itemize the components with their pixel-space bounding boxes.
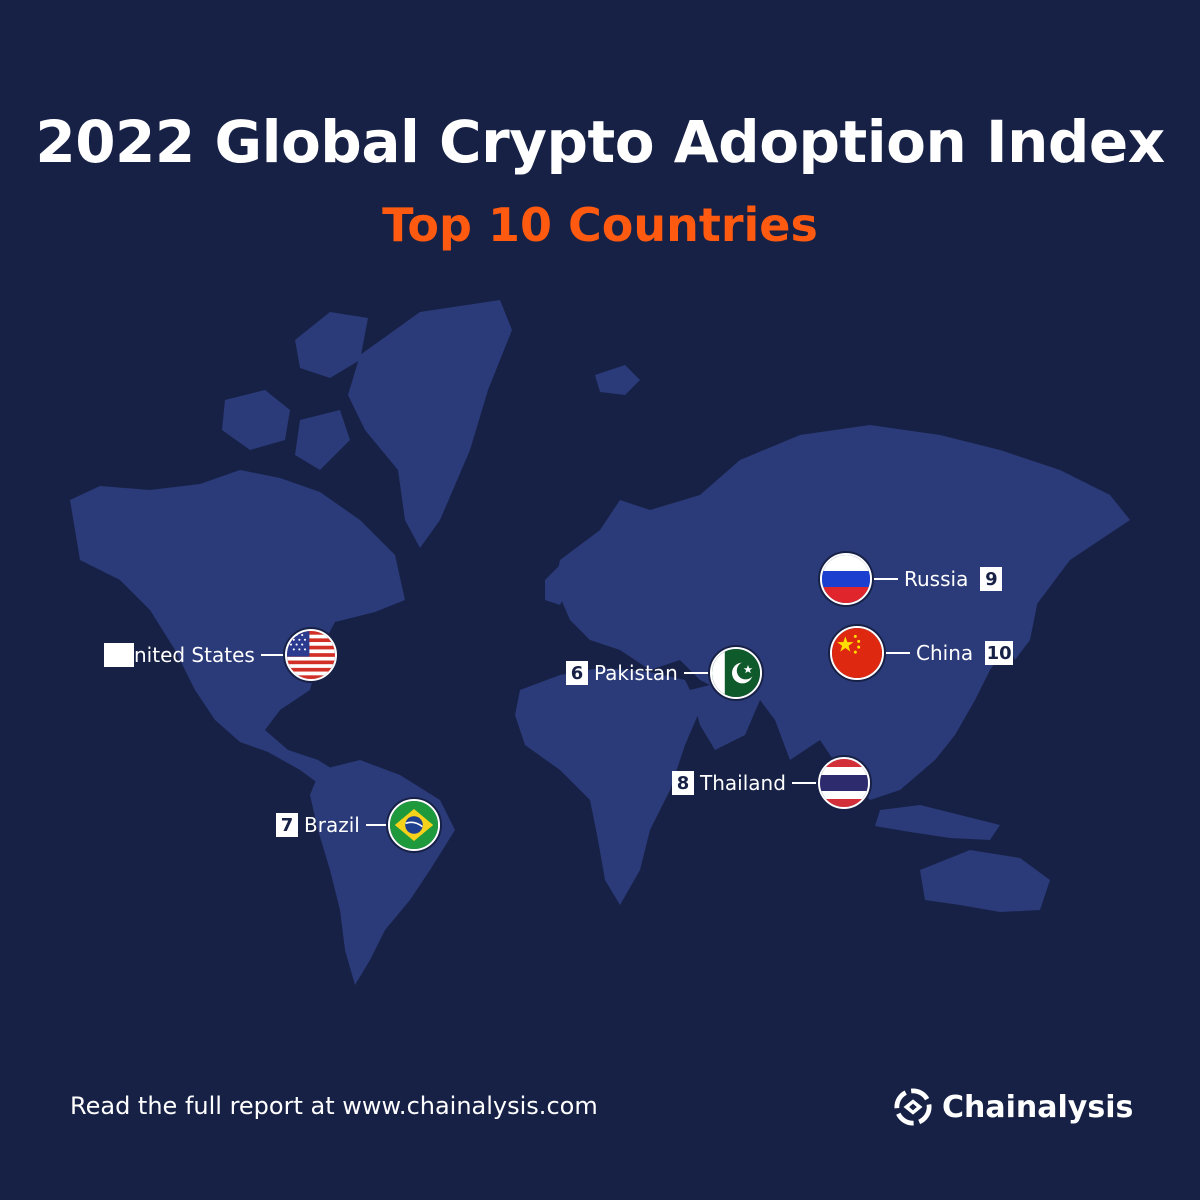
iceland-landmass bbox=[595, 365, 640, 395]
japan-landmass bbox=[1005, 585, 1038, 660]
africa-landmass bbox=[515, 668, 700, 905]
marker-pakistan[interactable]: 6 Pakistan bbox=[566, 647, 762, 699]
thailand-flag-icon bbox=[817, 757, 870, 809]
country-label: Thailand bbox=[700, 771, 786, 795]
greenland-landmass bbox=[348, 300, 512, 548]
footer-report-link[interactable]: Read the full report at www.chainalysis.… bbox=[70, 1092, 598, 1120]
page-title: 2022 Global Crypto Adoption Index bbox=[35, 108, 1165, 176]
country-label: Pakistan bbox=[594, 661, 678, 685]
britain-landmass bbox=[545, 565, 570, 605]
marker-thailand[interactable]: 8 Thailand bbox=[672, 757, 870, 809]
connector-line bbox=[872, 578, 898, 580]
country-label: China bbox=[916, 641, 974, 665]
china-flag-icon bbox=[830, 626, 884, 680]
page-subtitle: Top 10 Countries bbox=[382, 198, 818, 252]
rank-badge: 6 bbox=[566, 661, 588, 685]
connector-line bbox=[683, 672, 710, 674]
australia-landmass bbox=[920, 850, 1050, 912]
marker-brazil[interactable]: 7 Brazil bbox=[276, 799, 440, 851]
rank-badge: 8 bbox=[672, 771, 694, 795]
connector-line bbox=[884, 652, 910, 654]
north-america-landmass bbox=[70, 470, 405, 800]
indonesia-landmass bbox=[875, 805, 1000, 840]
rank-badge: 9 bbox=[980, 567, 1003, 591]
arctic-islands-landmass bbox=[222, 390, 290, 450]
connector-line bbox=[365, 824, 388, 826]
connector-line bbox=[260, 654, 285, 656]
marker-united-states[interactable]: nited States bbox=[104, 629, 337, 681]
country-label: Brazil bbox=[304, 813, 360, 837]
brazil-flag-icon bbox=[387, 799, 440, 851]
connector-line bbox=[791, 782, 818, 784]
country-label: nited States bbox=[134, 643, 255, 667]
rank-badge: 7 bbox=[276, 813, 298, 837]
arctic-islands-landmass bbox=[295, 312, 368, 378]
eurasia-landmass bbox=[555, 425, 1130, 800]
russia-flag-icon bbox=[820, 553, 872, 605]
rank-badge: 10 bbox=[985, 641, 1014, 665]
brand-logo: Chainalysis bbox=[894, 1088, 1133, 1126]
pakistan-flag-icon bbox=[709, 647, 762, 699]
brand-name: Chainalysis bbox=[942, 1089, 1134, 1125]
us-flag-icon bbox=[284, 629, 337, 681]
arctic-islands-landmass bbox=[295, 410, 350, 470]
marker-russia[interactable]: Russia 9 bbox=[820, 553, 1003, 605]
south-america-landmass bbox=[310, 760, 455, 985]
country-label: Russia bbox=[904, 567, 969, 591]
chainalysis-logo-icon bbox=[894, 1088, 932, 1126]
rank-badge bbox=[104, 643, 134, 667]
marker-china[interactable]: China 10 bbox=[830, 626, 1014, 680]
